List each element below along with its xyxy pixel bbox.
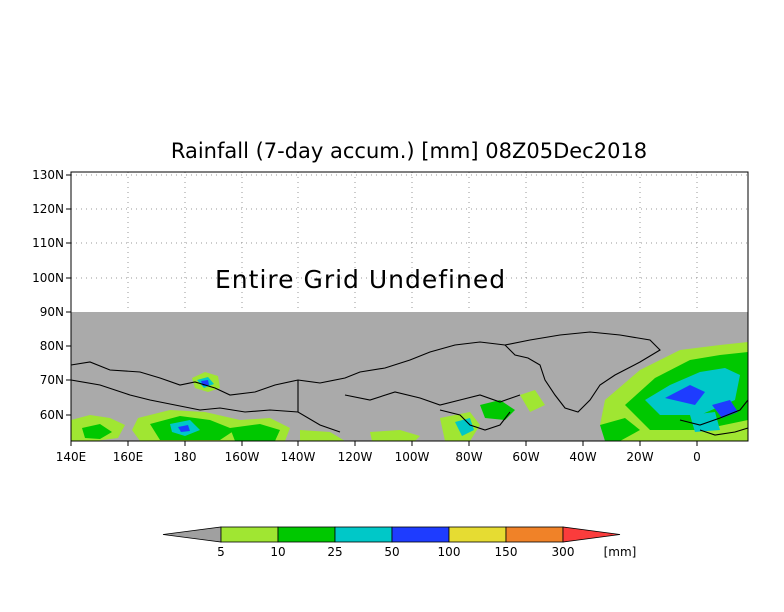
- lon-tick-label: 120W: [338, 450, 373, 464]
- graticule: [71, 172, 748, 312]
- entire-grid-undefined-label: Entire Grid Undefined: [215, 265, 506, 294]
- lon-tick-label: 140W: [281, 450, 316, 464]
- colorbar-label: 300: [552, 545, 575, 559]
- lat-tick-label: 130N: [32, 168, 64, 182]
- colorbar-label: 150: [495, 545, 518, 559]
- colorbar-label: 5: [217, 545, 225, 559]
- colorbar-label: 25: [327, 545, 342, 559]
- colorbar-unit: [mm]: [604, 545, 637, 559]
- colorbar: 5 10 25 50 100 150 300 [mm]: [162, 526, 637, 559]
- colorbar-bin: [277, 526, 336, 543]
- colorbar-bin: [391, 526, 450, 543]
- colorbar-bin: [505, 526, 564, 543]
- lat-tick-label: 120N: [32, 202, 64, 216]
- lat-tick-label: 60N: [40, 408, 64, 422]
- colorbar-bin: [220, 526, 279, 543]
- lat-tick-label: 80N: [40, 339, 64, 353]
- lon-tick-label: 20W: [626, 450, 653, 464]
- colorbar-label: 100: [438, 545, 461, 559]
- lat-tick-label: 110N: [32, 236, 64, 250]
- colorbar-label: 10: [270, 545, 285, 559]
- coastlines: [70, 331, 749, 436]
- colorbar-above-arrow: [562, 526, 621, 543]
- lat-tick-label: 100N: [32, 271, 64, 285]
- map-title: Rainfall (7-day accum.) [mm] 08Z05Dec201…: [171, 139, 647, 163]
- lon-tick-label: 60W: [512, 450, 539, 464]
- precipitation-patches: [71, 342, 748, 441]
- latitude-axis: 130N 120N 110N 100N 90N 80N 70N 60N: [32, 168, 71, 422]
- map-plot-area: Entire Grid Undefined: [70, 171, 749, 442]
- lon-tick-label: 100W: [395, 450, 430, 464]
- colorbar-below-arrow: [162, 526, 222, 543]
- lon-tick-label: 180: [174, 450, 197, 464]
- colorbar-bin: [334, 526, 393, 543]
- lat-tick-label: 90N: [40, 305, 64, 319]
- lon-tick-label: 160E: [113, 450, 144, 464]
- lon-tick-label: 160W: [225, 450, 260, 464]
- lon-tick-label: 0: [693, 450, 701, 464]
- longitude-axis: 140E 160E 180 160W 140W 120W 100W 80W 60W 40W 20W 0: [56, 441, 701, 464]
- lat-tick-label: 70N: [40, 373, 64, 387]
- colorbar-bin: [448, 526, 507, 543]
- plot-frame: [70, 171, 749, 442]
- lon-tick-label: 40W: [569, 450, 596, 464]
- lon-tick-label: 80W: [455, 450, 482, 464]
- colorbar-label: 50: [384, 545, 399, 559]
- lon-tick-label: 140E: [56, 450, 87, 464]
